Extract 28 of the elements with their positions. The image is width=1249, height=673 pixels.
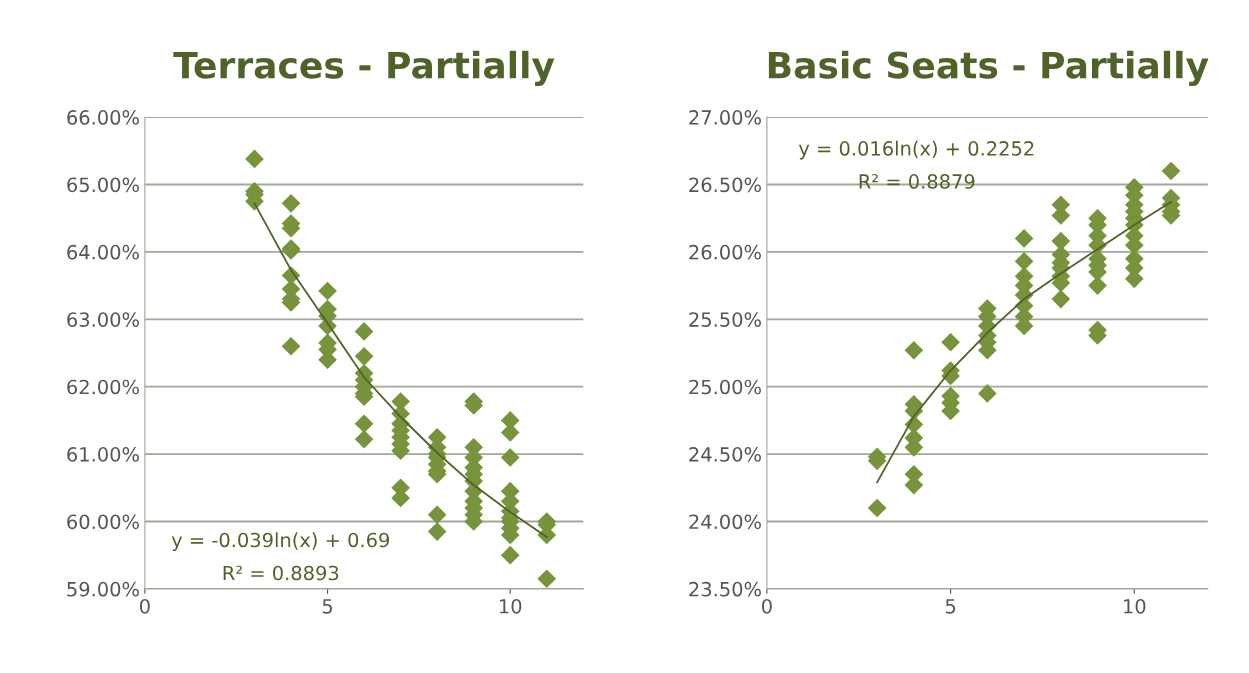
annotation: R² = 0.8893 xyxy=(223,565,339,581)
y-tick-label: 66.00% xyxy=(67,110,139,125)
y-tick-label: 24.00% xyxy=(689,514,761,530)
y-tick-label: 24.50% xyxy=(689,447,761,462)
x-tick-label: 10 xyxy=(499,598,522,614)
y-tick-label: 59.00% xyxy=(67,581,139,597)
y-tick-label: 63.00% xyxy=(67,312,139,327)
x-tick-label: 5 xyxy=(322,599,333,614)
annotation: R² = 0.8879 xyxy=(859,174,975,189)
x-tick-label: 5 xyxy=(945,599,956,614)
chart-title: Basic Seats - Partially xyxy=(768,50,1209,87)
annotation: y = 0.016ln(x) + 0.2252 xyxy=(798,140,1034,160)
y-tick-label: 62.00% xyxy=(67,379,139,395)
y-tick-label: 26.00% xyxy=(689,244,761,260)
y-tick-label: 26.50% xyxy=(689,177,761,193)
y-tick-label: 23.50% xyxy=(689,581,761,597)
y-tick-label: 64.00% xyxy=(67,244,139,260)
y-tick-label: 60.00% xyxy=(67,514,139,530)
x-tick-label: 10 xyxy=(1124,598,1146,614)
y-tick-label: 61.00% xyxy=(67,447,139,462)
x-tick-label: 0 xyxy=(139,598,150,614)
annotation: y = -0.039ln(x) + 0.69 xyxy=(171,532,390,552)
y-tick-label: 25.00% xyxy=(689,379,761,395)
x-tick-label: 0 xyxy=(761,598,772,614)
y-tick-label: 25.50% xyxy=(689,312,761,327)
y-tick-label: 65.00% xyxy=(67,177,139,193)
chart-title: Terraces - Partially xyxy=(173,50,555,87)
y-tick-label: 27.00% xyxy=(689,110,761,125)
